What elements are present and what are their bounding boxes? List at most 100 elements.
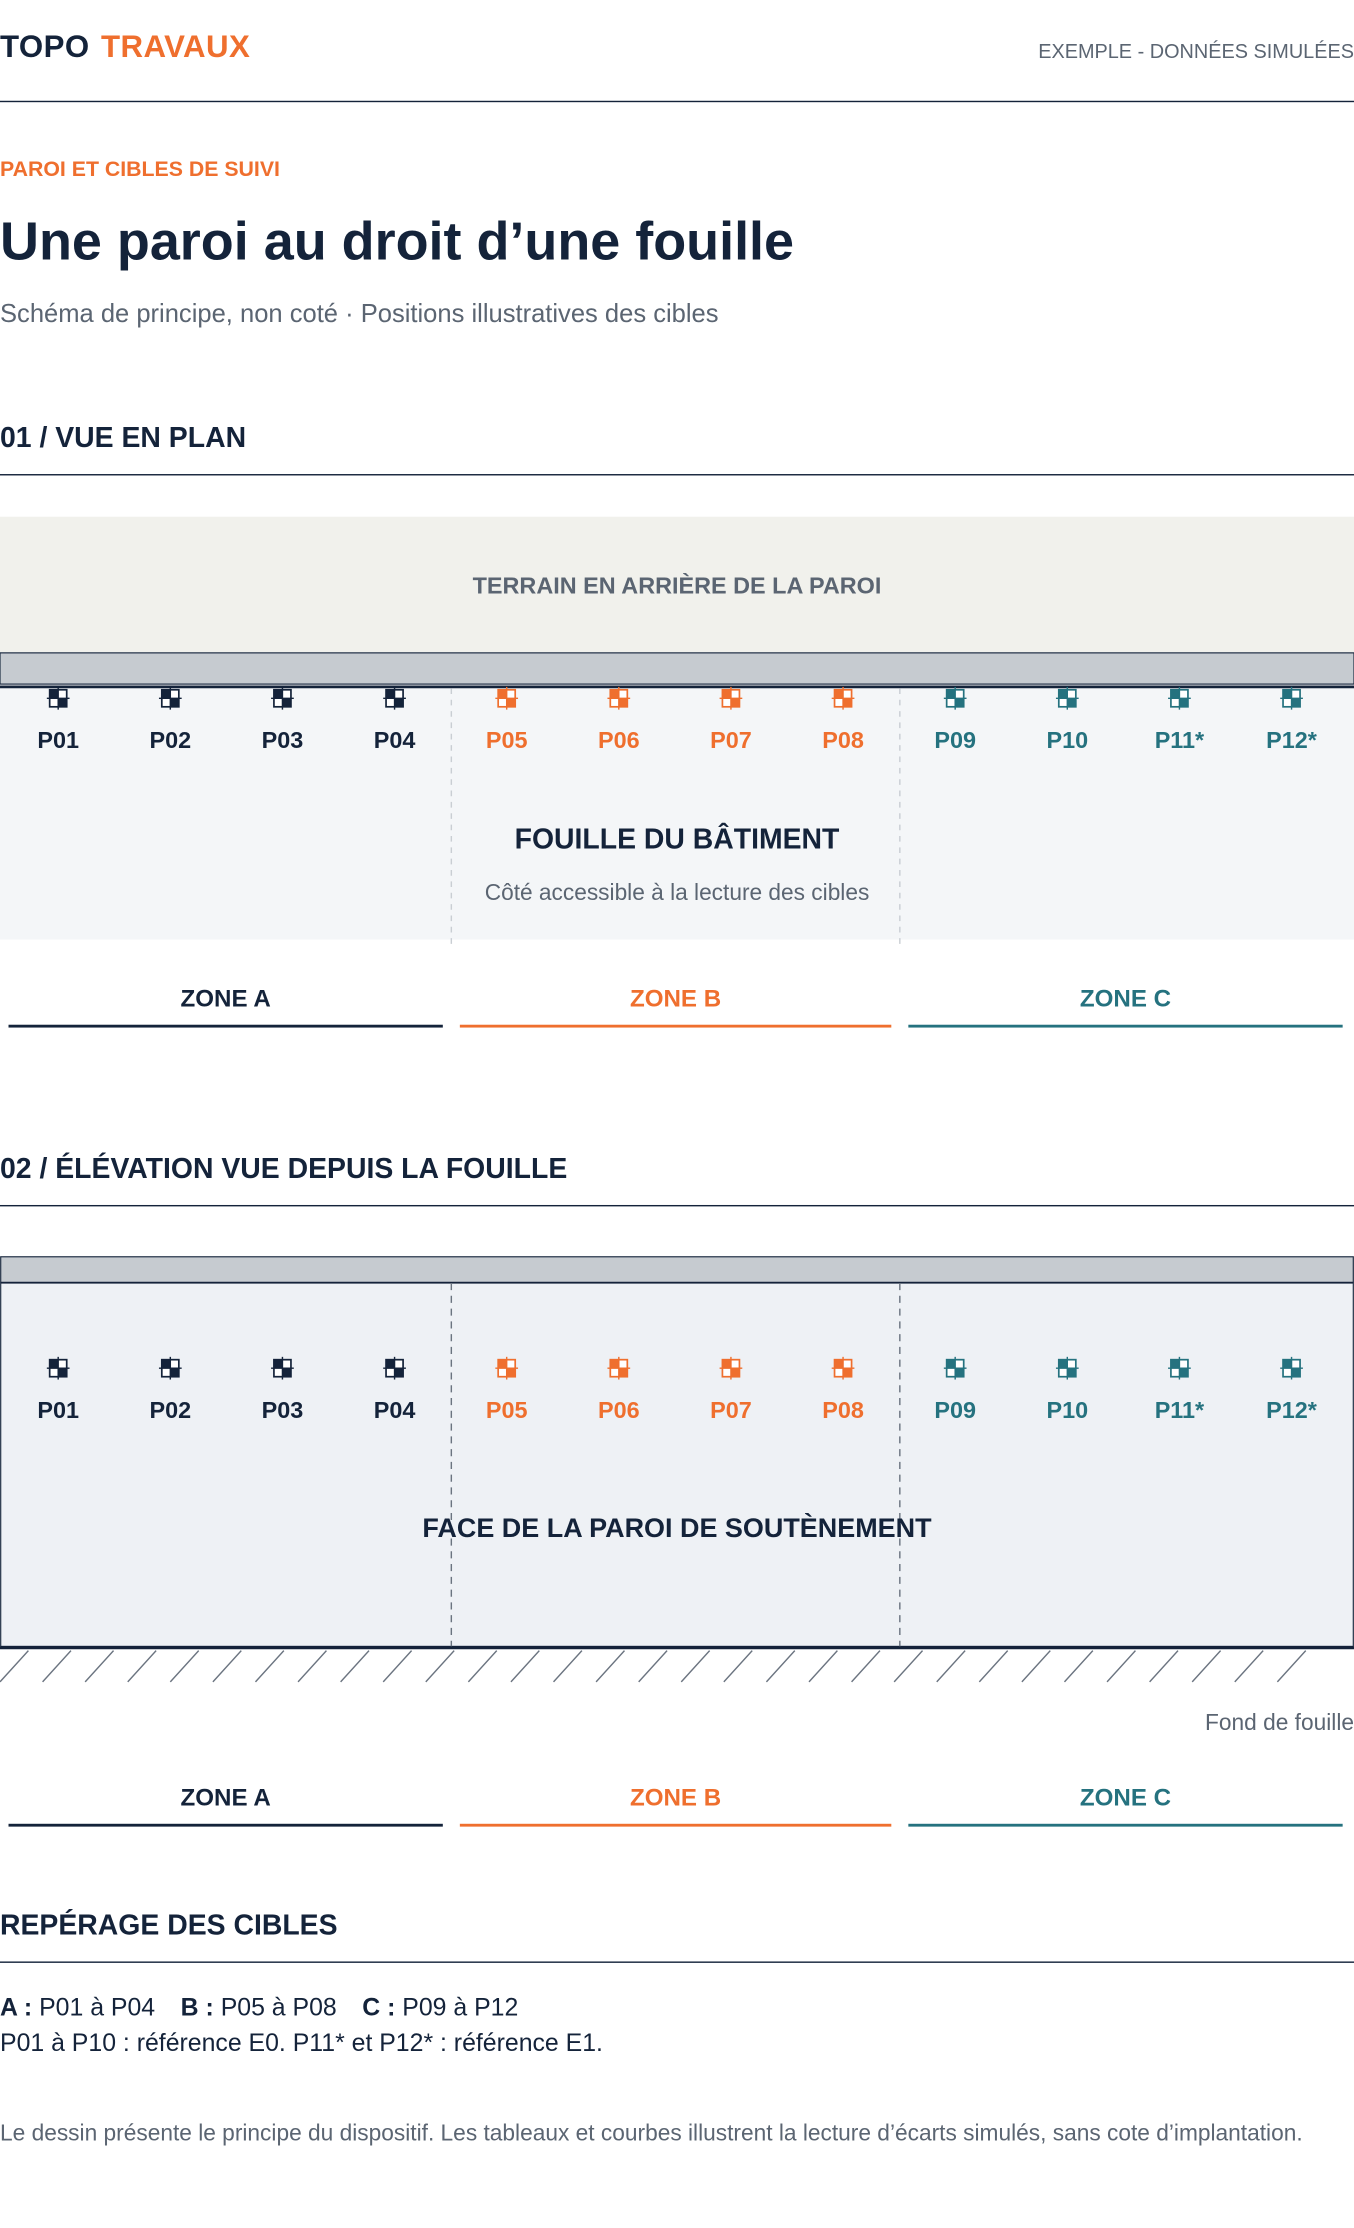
target-marker <box>158 1356 182 1380</box>
target-marker <box>831 1356 855 1380</box>
logo-travaux: TRAVAUX <box>100 28 251 64</box>
hatch-line <box>340 1650 370 1683</box>
target-marker <box>943 686 967 710</box>
target-marker <box>46 1356 70 1380</box>
hatch-line <box>84 1650 115 1683</box>
target-label: P07 <box>710 1397 752 1423</box>
hatch-line <box>169 1650 200 1683</box>
zone-a-label: ZONE A <box>8 985 443 1028</box>
target-label: P04 <box>374 727 416 753</box>
target-label: P09 <box>934 727 976 753</box>
legend-c-value: P09 à P12 <box>402 1992 519 2022</box>
hatch-line <box>808 1650 838 1683</box>
hatch-line <box>212 1650 242 1683</box>
target-marker <box>607 686 631 710</box>
terrain-area <box>0 516 1354 653</box>
hatch-line <box>0 1650 29 1683</box>
zone-c-label: ZONE C <box>908 1784 1343 1827</box>
wall-strip <box>0 652 1354 685</box>
target-marker <box>943 1356 967 1380</box>
target-label: P05 <box>486 727 528 753</box>
target-label: P12* <box>1266 727 1318 753</box>
target-marker <box>1168 686 1191 710</box>
target-marker <box>383 686 406 710</box>
legend-b-value: P05 à P08 <box>220 1992 337 2022</box>
wall-face <box>0 1282 1354 1647</box>
target-marker <box>719 686 743 710</box>
page-subtitle: Schéma de principe, non coté · Positions… <box>0 299 719 328</box>
eyebrow: PAROI ET CIBLES DE SUIVI <box>0 157 280 182</box>
target-label: P02 <box>149 727 191 753</box>
legend-a-key: A : <box>0 1992 33 2022</box>
target-label: P05 <box>486 1397 528 1423</box>
header: TOPO TRAVAUX EXEMPLE - DONNÉES SIMULÉES <box>0 0 1354 103</box>
hatch-line <box>382 1650 413 1683</box>
target-marker <box>607 1356 631 1380</box>
plan-view-diagram: TERRAIN EN ARRIÈRE DE LA PAROI P01 P02 P03… <box>0 516 1354 949</box>
target-label: P03 <box>262 1397 304 1423</box>
hatch-line <box>127 1650 157 1683</box>
hatch-line <box>1234 1650 1264 1683</box>
target-marker <box>831 686 855 710</box>
hatch-line <box>978 1650 1009 1683</box>
target-marker <box>271 1356 294 1380</box>
elevation-section-rule <box>0 1204 1354 1207</box>
target-label: P11* <box>1155 1397 1205 1423</box>
target-marker <box>1168 1356 1191 1380</box>
target-marker <box>495 686 519 710</box>
target-marker <box>719 1356 743 1380</box>
elevation-diagram: P01 P02 P03 P04 P05 P06 P07 P08 P09 P10 P11* P12* F… <box>0 1256 1354 1683</box>
ground-hatching <box>0 1650 1307 1683</box>
plan-section-rule <box>0 474 1354 476</box>
target-marker <box>1055 1356 1079 1380</box>
target-marker <box>495 1356 519 1380</box>
legend-reference-line: P01 à P10 : référence E0. P11* et P12* :… <box>0 2028 603 2057</box>
zone-b-label: ZONE B <box>459 985 892 1028</box>
plan-zone-bar: ZONE A ZONE B ZONE C <box>0 985 1354 1042</box>
page-title: Une paroi au droit d’une fouille <box>0 212 795 273</box>
zone-b-label: ZONE B <box>459 1784 892 1827</box>
hatch-line <box>1021 1650 1051 1683</box>
wall-crown <box>0 1256 1354 1283</box>
target-legend: A : P01 à P04 B : P05 à P08 C : P09 à P12 … <box>0 1990 603 2061</box>
hatch-line <box>425 1650 455 1683</box>
hatch-line <box>42 1650 72 1683</box>
simulated-badge: EXEMPLE - DONNÉES SIMULÉES <box>1038 39 1354 63</box>
hatch-line <box>1276 1650 1307 1683</box>
hatch-line <box>936 1650 966 1683</box>
legend-section-title: REPÉRAGE DES CIBLES <box>0 1910 338 1942</box>
target-marker <box>1055 686 1079 710</box>
target-marker <box>383 1356 406 1380</box>
elevation-zone-bar: ZONE A ZONE B ZONE C <box>0 1784 1354 1841</box>
hatch-line <box>680 1650 711 1683</box>
hatch-line <box>1191 1650 1222 1683</box>
hatch-line <box>1063 1650 1094 1683</box>
target-marker <box>46 686 70 710</box>
hatch-line <box>765 1650 796 1683</box>
target-label: P11* <box>1155 727 1205 753</box>
plan-targets: P01 P02 P03 P04 P05 P06 P07 P08 P09 P10 P11* P12* <box>37 686 1318 753</box>
target-label: P02 <box>149 1397 191 1423</box>
hatch-line <box>723 1650 753 1683</box>
hatch-line <box>467 1650 498 1683</box>
legend-c-key: C : <box>362 1992 396 2022</box>
target-label: P10 <box>1046 727 1088 753</box>
hatch-line <box>893 1650 924 1683</box>
target-label: P12* <box>1266 1397 1318 1423</box>
excavation-sublabel: Côté accessible à la lecture des cibles <box>485 879 870 905</box>
legend-a-value: P01 à P04 <box>39 1992 156 2022</box>
hatch-line <box>510 1650 540 1683</box>
legend-section-rule <box>0 1961 1354 1963</box>
excavation-label: FOUILLE DU BÂTIMENT <box>515 824 840 856</box>
target-label: P10 <box>1046 1397 1088 1423</box>
hatch-line <box>595 1650 626 1683</box>
hatch-line <box>1106 1650 1136 1683</box>
target-label: P04 <box>374 1397 416 1423</box>
target-label: P06 <box>598 727 640 753</box>
target-label: P03 <box>262 727 304 753</box>
elevation-section-title: 02 / ÉLÉVATION VUE DEPUIS LA FOUILLE <box>0 1153 568 1186</box>
legend-b-key: B : <box>180 1992 214 2022</box>
target-label: P06 <box>598 1397 640 1423</box>
footnote: Le dessin présente le principe du dispos… <box>0 2121 1303 2146</box>
